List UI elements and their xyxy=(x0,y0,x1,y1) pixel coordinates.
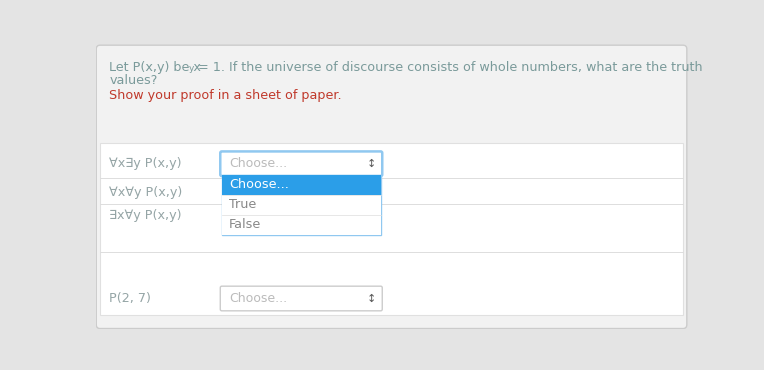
Text: False: False xyxy=(228,218,261,231)
Text: P(2, 7): P(2, 7) xyxy=(109,292,151,305)
Text: Show your proof in a sheet of paper.: Show your proof in a sheet of paper. xyxy=(109,89,342,102)
Text: ↕: ↕ xyxy=(367,293,376,303)
Text: ∀x∀y P(x,y): ∀x∀y P(x,y) xyxy=(109,186,183,199)
Text: Choose...: Choose... xyxy=(228,178,289,191)
FancyBboxPatch shape xyxy=(220,286,382,311)
Text: ∀x∃y P(x,y): ∀x∃y P(x,y) xyxy=(109,157,182,170)
Bar xyxy=(222,195,380,215)
Bar xyxy=(222,175,380,195)
Text: Let P(x,y) be x: Let P(x,y) be x xyxy=(109,61,202,74)
Text: ∃x∀y P(x,y): ∃x∀y P(x,y) xyxy=(109,209,182,222)
Text: True: True xyxy=(228,198,256,211)
FancyBboxPatch shape xyxy=(96,45,687,329)
Text: Choose...: Choose... xyxy=(228,157,287,170)
Text: y: y xyxy=(189,64,194,73)
Text: Choose...: Choose... xyxy=(228,292,287,305)
Text: ↕: ↕ xyxy=(367,159,376,169)
Bar xyxy=(100,143,683,316)
Text: = 1. If the universe of discourse consists of whole numbers, what are the truth: = 1. If the universe of discourse consis… xyxy=(194,61,703,74)
FancyBboxPatch shape xyxy=(220,151,382,176)
Bar xyxy=(222,215,380,235)
Bar xyxy=(222,175,380,235)
Text: values?: values? xyxy=(109,74,158,87)
